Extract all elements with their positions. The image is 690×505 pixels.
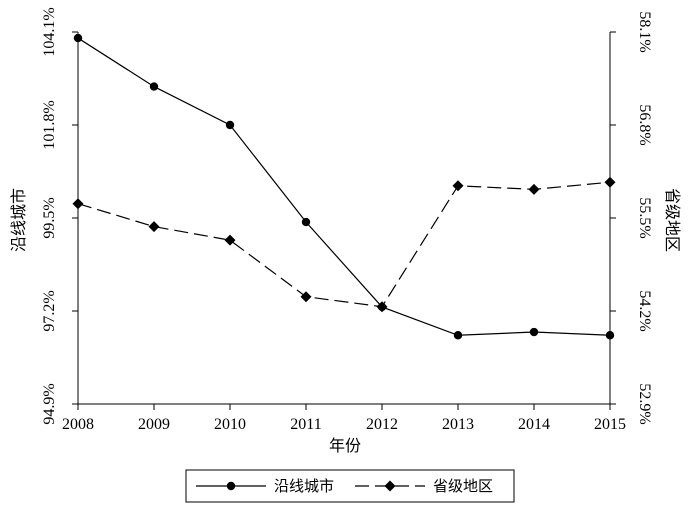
- left-axis-ticks: 94.9% 97.2% 99.5% 101.8% 104.1%: [41, 7, 78, 425]
- series-2-line: [77, 181, 611, 308]
- x-tick-label: 2015: [594, 416, 626, 433]
- x-axis-ticks: 2008 2009 2010 2011 2012 2013 2014 2015: [62, 404, 626, 433]
- series-2-point-2011: [300, 291, 312, 303]
- x-tick-label: 2010: [214, 416, 246, 433]
- left-axis-title: 沿线城市: [9, 188, 28, 252]
- series-2-point-2009: [148, 221, 160, 233]
- legend-marker-series-1: [226, 481, 236, 491]
- left-tick-label: 104.1%: [41, 7, 58, 56]
- series-1-point-2009: [149, 82, 159, 91]
- series-2-point-2008: [72, 198, 84, 210]
- right-tick-label: 56.8%: [636, 104, 653, 145]
- right-tick-label: 54.2%: [636, 290, 653, 331]
- x-tick-label: 2009: [138, 416, 170, 433]
- right-tick-label: 55.5%: [636, 197, 653, 238]
- series-1-point-2011: [301, 217, 311, 227]
- right-axis-ticks: 52.9% 54.2% 55.5% 56.8% 58.1%: [610, 11, 653, 425]
- x-tick-label: 2011: [290, 416, 321, 433]
- series-2-point-2015: [604, 176, 616, 188]
- left-tick-label: 101.8%: [41, 100, 58, 149]
- legend-marker-series-2: [384, 480, 396, 492]
- x-tick-label: 2012: [366, 416, 398, 433]
- right-tick-label: 58.1%: [636, 11, 653, 52]
- series-1-point-2013: [453, 331, 463, 340]
- legend-label-series-1: 沿线城市: [274, 477, 334, 495]
- series-2-point-2014: [528, 183, 540, 195]
- series-1-point-2010: [225, 120, 235, 130]
- series-layer: [72, 33, 616, 340]
- right-tick-label: 52.9%: [636, 383, 653, 424]
- series-1-point-2014: [529, 327, 539, 337]
- x-tick-label: 2013: [442, 416, 474, 433]
- left-tick-label: 97.2%: [41, 290, 58, 331]
- series-2-point-2010: [224, 234, 236, 246]
- right-axis-title: 省级地区: [663, 188, 682, 252]
- series-1-point-2008: [73, 33, 83, 43]
- series-2-point-2013: [452, 180, 464, 192]
- legend-label-series-2: 省级地区: [433, 477, 493, 495]
- left-tick-label: 94.9%: [41, 383, 58, 424]
- series-1-line: [77, 37, 611, 336]
- x-tick-label: 2014: [518, 416, 550, 433]
- series-1-point-2015: [605, 331, 615, 340]
- x-axis-title: 年份: [329, 436, 361, 455]
- series-2-point-2012: [376, 301, 388, 313]
- x-tick-label: 2008: [62, 416, 94, 433]
- legend: 沿线城市 省级地区: [185, 469, 515, 503]
- left-tick-label: 99.5%: [41, 197, 58, 238]
